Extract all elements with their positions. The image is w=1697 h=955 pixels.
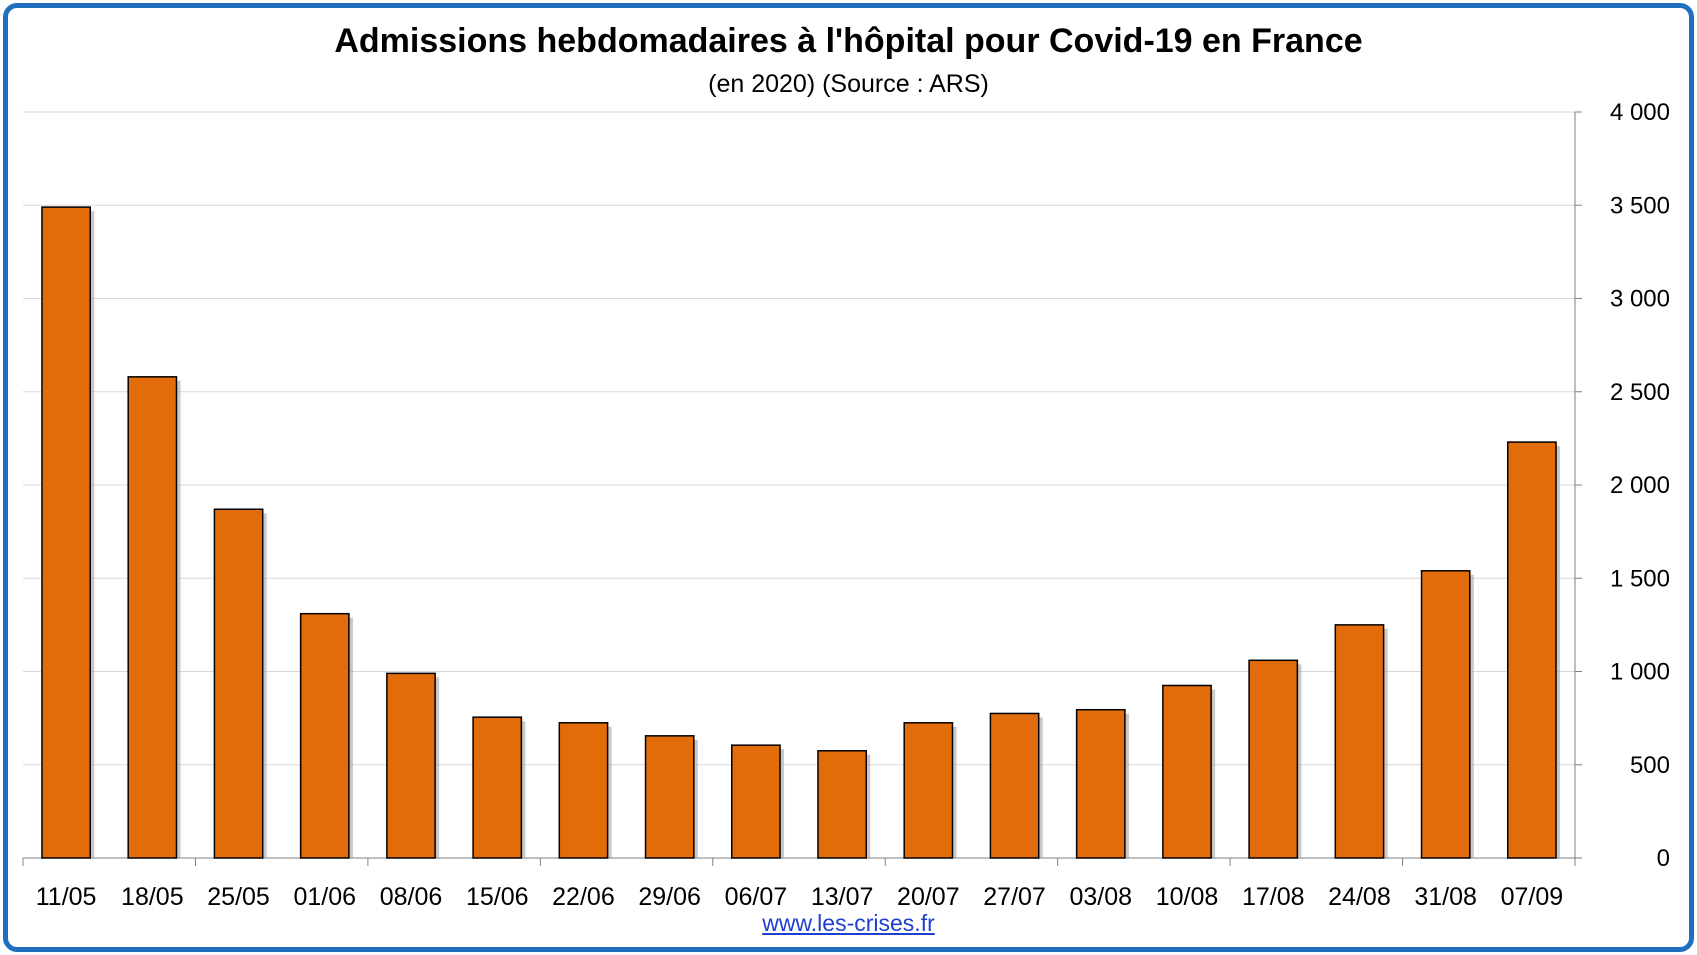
y-tick-label: 3 500 (1610, 192, 1670, 219)
bar (1248, 659, 1299, 859)
bar (127, 376, 178, 859)
x-tick-label: 06/07 (725, 883, 788, 911)
bar (558, 722, 609, 859)
bar (1334, 624, 1385, 859)
bar (386, 672, 436, 859)
x-tick-label: 17/08 (1242, 883, 1305, 911)
chart-subtitle: (en 2020) (Source : ARS) (708, 70, 989, 98)
bar (41, 206, 92, 859)
y-tick-label: 1 500 (1610, 565, 1670, 592)
x-tick-label: 29/06 (638, 883, 701, 911)
y-tick-label: 500 (1630, 752, 1670, 779)
x-tick-label: 03/08 (1069, 883, 1132, 911)
x-tick-label: 08/06 (380, 883, 443, 911)
x-tick-label: 11/05 (36, 883, 97, 911)
y-tick-label: 4 000 (1610, 99, 1670, 126)
bar (989, 712, 1040, 859)
bar (730, 744, 781, 859)
x-tick-label: 13/07 (811, 883, 874, 911)
bar (1420, 570, 1471, 859)
bar (213, 508, 264, 859)
bar (903, 722, 954, 859)
bar (472, 716, 523, 859)
x-tick-label: 01/06 (293, 883, 356, 911)
y-tick-label: 1 000 (1610, 659, 1670, 686)
bar (817, 750, 868, 859)
bar (1506, 441, 1557, 859)
x-tick-label: 24/08 (1328, 883, 1391, 911)
x-tick-label: 25/05 (207, 883, 270, 911)
x-tick-label: 31/08 (1414, 883, 1477, 911)
x-tick-label: 22/06 (552, 883, 615, 911)
x-tick-label: 10/08 (1156, 883, 1219, 911)
bar (1162, 684, 1212, 859)
source-link[interactable]: www.les-crises.fr (762, 910, 935, 936)
bar (1075, 708, 1126, 859)
x-tick-label: 07/09 (1501, 883, 1564, 911)
y-tick-label: 2 500 (1610, 379, 1670, 406)
chart-title: Admissions hebdomadaires à l'hôpital pou… (334, 22, 1363, 60)
bar (644, 735, 695, 859)
bar (299, 612, 350, 859)
y-tick-label: 2 000 (1610, 472, 1670, 499)
y-tick-label: 0 (1657, 845, 1670, 872)
y-tick-label: 3 000 (1610, 286, 1670, 313)
x-tick-label: 27/07 (983, 883, 1046, 911)
x-tick-label: 15/06 (466, 883, 529, 911)
x-tick-label: 18/05 (121, 883, 184, 911)
x-tick-label: 20/07 (897, 883, 960, 911)
